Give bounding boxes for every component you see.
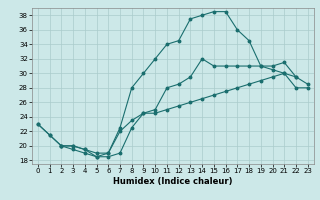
X-axis label: Humidex (Indice chaleur): Humidex (Indice chaleur) bbox=[113, 177, 233, 186]
